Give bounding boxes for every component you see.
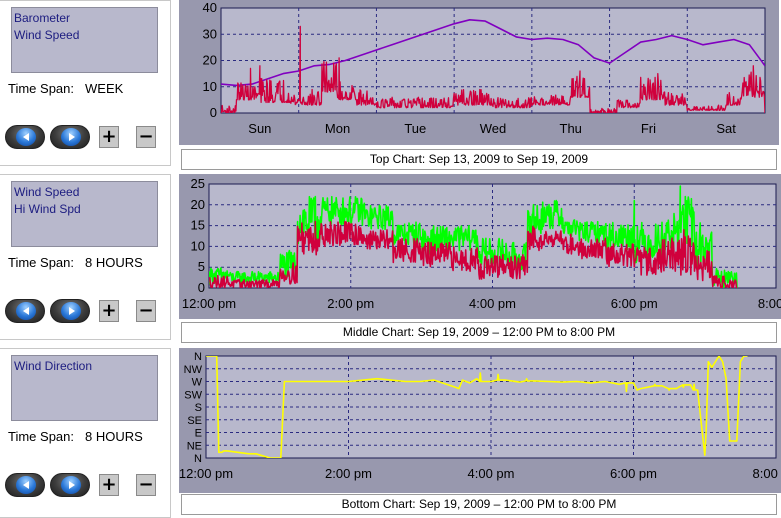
series-list-middle[interactable]: Wind Speed Hi Wind Spd [11,181,158,247]
series-list-bottom[interactable]: Wind Direction [11,355,158,421]
y-tick-label: 25 [191,176,205,191]
series-line-wind-speed [209,220,738,288]
timespan-middle: Time Span: 8 HOURS [8,255,143,270]
back-button[interactable] [5,473,45,497]
nav-buttons-top: + − [5,125,165,151]
series-line-wind-speed [221,25,765,113]
y-tick-label: SW [184,389,202,401]
y-tick-label: N [194,351,202,363]
x-tick-label: 4:00 pm [468,466,515,481]
zoom-out-button[interactable]: − [136,474,156,496]
x-tick-label: 2:00 pm [325,466,372,481]
x-tick-label: Thu [560,121,582,136]
y-tick-label: SE [187,415,202,427]
y-tick-label: 40 [203,0,217,15]
forward-button[interactable] [50,125,90,149]
top-chart[interactable]: 0 10 20 30 40 Sun Mon Tue Wed Thu Fri Sat [179,0,779,145]
nav-buttons-bottom: + − [5,473,165,499]
middle-chart[interactable]: 0 5 10 15 20 25 12:00 pm 2:00 pm 4:00 pm 6:00 pm 8… [179,174,781,319]
y-tick-label: N [194,453,202,465]
x-tick-label: 2:00 pm [327,296,374,311]
nav-buttons-middle: + − [5,299,165,325]
back-button[interactable] [5,125,45,149]
zoom-out-button[interactable]: − [136,300,156,322]
timespan-label: Time Span: [8,429,74,444]
control-panel-middle: Wind Speed Hi Wind Spd Time Span: 8 HOURS… [0,174,171,340]
x-tick-label: 6:00 pm [610,466,657,481]
y-tick-label: E [195,428,202,440]
series-item[interactable]: Barometer [14,11,71,25]
control-panel-bottom: Wind Direction Time Span: 8 HOURS + − [0,348,171,518]
back-button[interactable] [5,299,45,323]
y-tick-label: 15 [191,218,205,233]
series-item[interactable]: Wind Speed [14,185,80,199]
right-arrow-icon [61,302,81,320]
x-tick-label: 12:00 pm [179,466,233,481]
right-arrow-icon [61,128,81,146]
y-tick-label: NE [187,440,202,452]
x-tick-label: 8:00 p [758,296,781,311]
x-tick-label: Sun [248,121,271,136]
x-tick-label: Fri [641,121,656,136]
timespan-value[interactable]: 8 HOURS [85,429,143,444]
y-tick-label: 20 [191,197,205,212]
timespan-bottom: Time Span: 8 HOURS [8,429,143,444]
x-tick-label: Sat [716,121,736,136]
left-arrow-icon [16,128,36,146]
timespan-label: Time Span: [8,81,74,96]
zoom-in-button[interactable]: + [99,474,119,496]
middle-chart-caption: Middle Chart: Sep 19, 2009 – 12:00 PM to… [181,322,777,343]
top-chart-caption: Top Chart: Sep 13, 2009 to Sep 19, 2009 [181,149,777,170]
x-tick-label: Tue [404,121,426,136]
forward-button[interactable] [50,299,90,323]
zoom-in-button[interactable]: + [99,300,119,322]
timespan-value[interactable]: WEEK [85,81,124,96]
series-item[interactable]: Wind Direction [14,359,93,373]
x-tick-label: 12:00 pm [182,296,236,311]
series-item[interactable]: Hi Wind Spd [14,202,81,216]
left-arrow-icon [16,476,36,494]
zoom-out-button[interactable]: − [136,126,156,148]
y-tick-label: 0 [198,280,205,295]
series-line-wind-direction [206,356,748,458]
y-tick-label: S [195,402,202,414]
y-tick-label: 20 [203,53,217,68]
y-tick-label: W [192,377,203,389]
right-arrow-icon [61,476,81,494]
x-tick-label: 4:00 pm [469,296,516,311]
control-panel-top: Barometer Wind Speed Time Span: WEEK + − [0,0,171,166]
y-tick-label: 5 [198,259,205,274]
y-tick-label: 0 [210,105,217,120]
y-tick-label: NW [184,364,203,376]
series-line-barometer [221,19,765,87]
timespan-value[interactable]: 8 HOURS [85,255,143,270]
x-tick-label: Wed [480,121,507,136]
series-list-top[interactable]: Barometer Wind Speed [11,7,158,73]
timespan-top: Time Span: WEEK [8,81,123,96]
y-tick-label: 10 [191,238,205,253]
series-item[interactable]: Wind Speed [14,28,80,42]
x-tick-label: Mon [325,121,350,136]
x-tick-label: 8:00 pm [753,466,781,481]
x-tick-label: 6:00 pm [611,296,658,311]
bottom-chart-caption: Bottom Chart: Sep 19, 2009 – 12:00 PM to… [181,494,777,515]
y-tick-label: 10 [203,79,217,94]
timespan-label: Time Span: [8,255,74,270]
left-arrow-icon [16,302,36,320]
zoom-in-button[interactable]: + [99,126,119,148]
y-tick-label: 30 [203,26,217,41]
forward-button[interactable] [50,473,90,497]
